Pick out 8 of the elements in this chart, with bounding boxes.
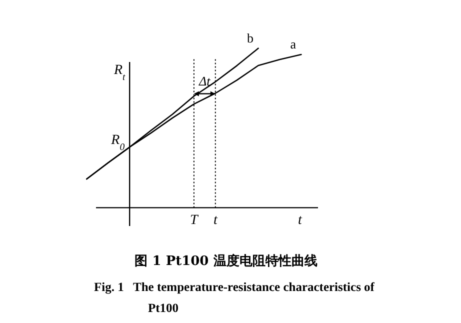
text: 图 1 Pt100 温度电阻特性曲线 <box>134 252 318 270</box>
annotation: Δt <box>198 74 211 89</box>
series-label: a <box>290 36 296 52</box>
text: Fig. 1 The temperature-resistance characteristics of Pt100 <box>94 279 376 317</box>
annotation: R$_{0}$ <box>110 133 125 153</box>
y-axis-title: R$_{t}$ <box>112 63 126 82</box>
x-tick-label: T <box>190 213 200 228</box>
series-label: b <box>247 30 254 46</box>
